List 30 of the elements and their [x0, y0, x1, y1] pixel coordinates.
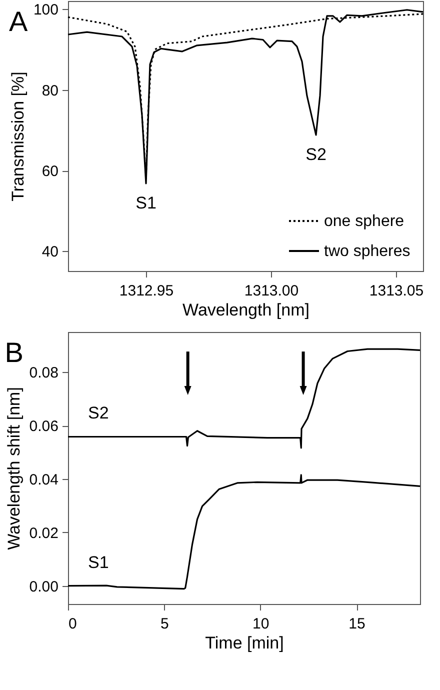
y-tick-label: 0.00 — [29, 578, 58, 596]
x-tick-label: 1313.05 — [369, 282, 424, 300]
chart-title: B — [4, 337, 24, 368]
y-tick-label: 80 — [42, 82, 58, 100]
x-tick-label: 1312.95 — [119, 282, 174, 300]
x-tick-label: 15 — [348, 616, 366, 632]
line-series — [67, 474, 421, 590]
y-tick-label: 60 — [42, 163, 58, 180]
annotation: S2 — [306, 144, 326, 164]
series-label: S1 — [88, 552, 109, 572]
series-label: S2 — [88, 404, 109, 423]
x-tick-label: 10 — [252, 616, 270, 632]
x-tick-label: 5 — [160, 616, 169, 632]
chart-title: A — [8, 6, 28, 37]
legend-label: two spheres — [324, 243, 410, 260]
y-axis-title: Transmission [%] — [8, 72, 28, 202]
line-series — [67, 348, 421, 449]
y-tick-label: 100 — [33, 2, 58, 19]
y-tick-label: 0.06 — [29, 418, 58, 436]
x-axis-title: Time [min] — [205, 634, 284, 652]
annotation: S1 — [136, 193, 156, 212]
y-tick-label: 0.04 — [29, 471, 58, 488]
y-tick-label: 40 — [42, 244, 58, 261]
x-tick-label: 1313.00 — [244, 282, 299, 300]
y-tick-label: 0.02 — [29, 524, 58, 542]
legend-label: one sphere — [324, 213, 404, 230]
y-tick-label: 0.08 — [29, 364, 58, 382]
y-axis-title: Wavelength shift [nm] — [4, 387, 24, 550]
x-axis-title: Wavelength [nm] — [182, 300, 310, 320]
x-tick-label: 0 — [68, 616, 77, 632]
